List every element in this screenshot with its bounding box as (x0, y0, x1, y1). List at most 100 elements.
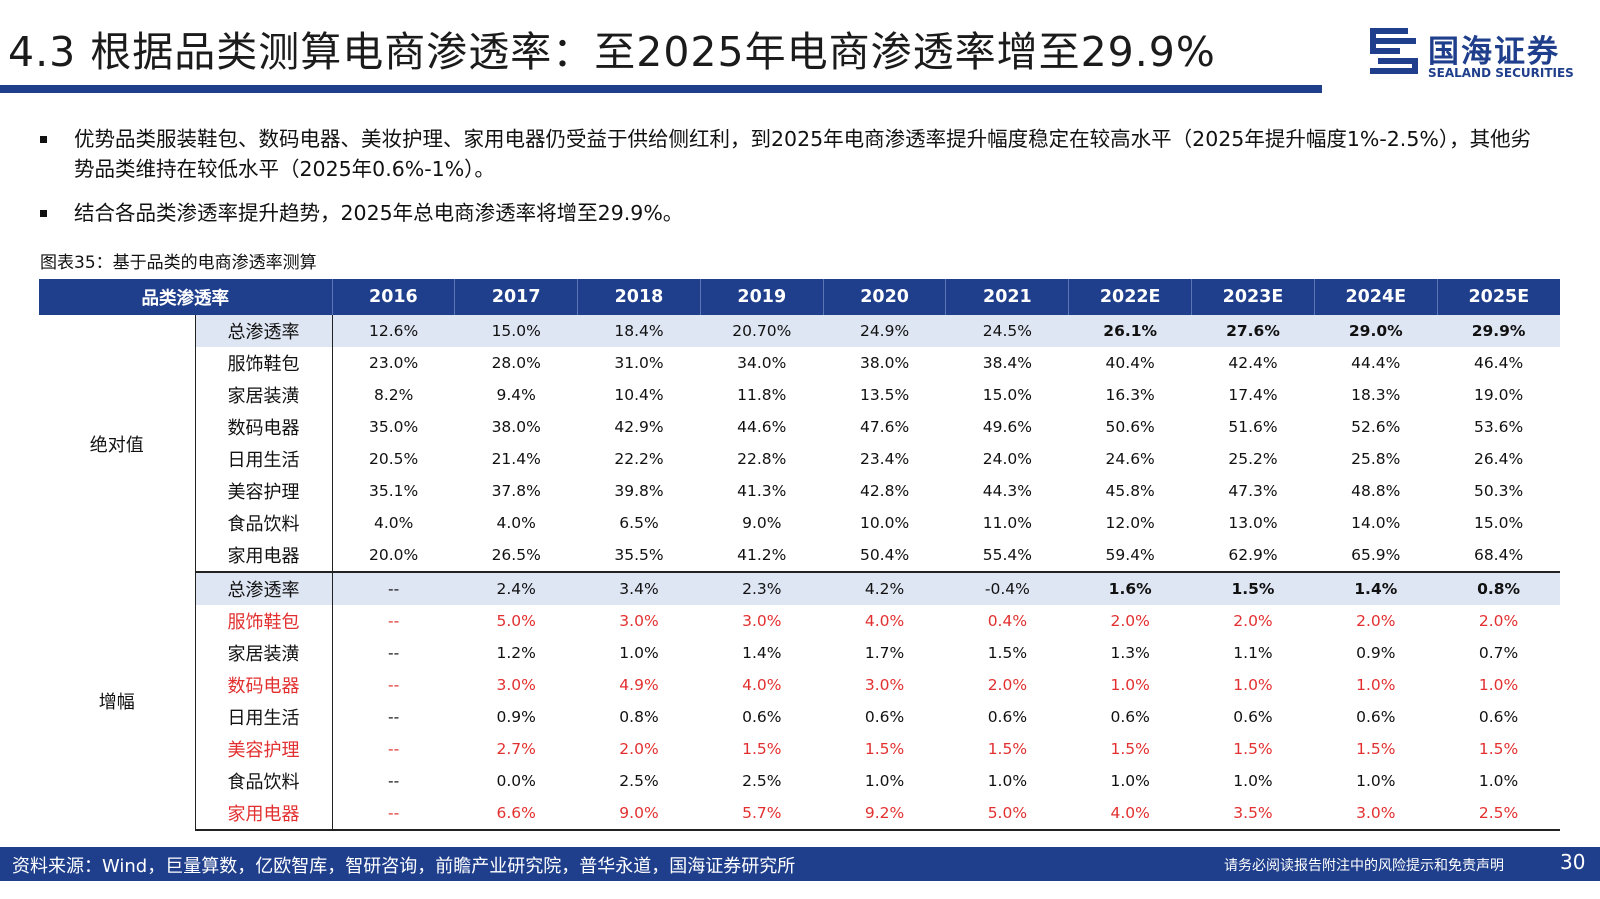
table-cell: 4.0% (742, 676, 782, 694)
table-cell: 47.3% (1228, 482, 1278, 500)
table-cell: 1.5% (1478, 740, 1519, 758)
header-category-label: 品类渗透率 (39, 279, 332, 315)
category-label: 日用生活 (195, 701, 333, 733)
row-group-label: 增幅 (39, 572, 196, 830)
category-label: 美容护理 (195, 733, 333, 765)
table-cell: 0.8% (1437, 572, 1560, 605)
category-label: 家用电器 (195, 539, 333, 573)
table-cell: 31.0% (614, 354, 664, 372)
table-cell: -- (388, 708, 400, 726)
table-cell: 1.5% (1233, 740, 1273, 758)
table-cell: 53.6% (1473, 418, 1524, 436)
figure-caption: 图表35：基于品类的电商渗透率测算 (40, 253, 317, 273)
table-cell: 48.8% (1351, 482, 1401, 500)
table-cell: 18.4% (577, 315, 701, 347)
table-cell: 6.5% (619, 514, 659, 532)
table-cell: 2.7% (496, 740, 536, 758)
bullet-square-icon (40, 210, 47, 217)
table-cell: 0.9% (496, 708, 536, 726)
company-logo: 国海证券 SEALAND SECURITIES (1368, 26, 1588, 86)
table-cell: 4.2% (823, 572, 946, 605)
penetration-table: 品类渗透率 2016 2017 2018 2019 2020 2021 2022E 2023E… (39, 279, 1560, 831)
logo-english-name: SEALAND SECURITIES (1428, 66, 1574, 80)
table-cell: 1.5% (1191, 572, 1315, 605)
table-cell: -- (388, 772, 400, 790)
table-cell: 50.4% (823, 539, 946, 573)
table-cell: 10.4% (614, 386, 664, 404)
table-cell: 2.3% (700, 572, 824, 605)
table-cell: 9.0% (577, 797, 701, 831)
table-cell: 24.5% (945, 315, 1069, 347)
category-label: 服饰鞋包 (195, 347, 333, 379)
table-cell: 12.6% (332, 315, 455, 347)
table-cell: 3.5% (1191, 797, 1315, 831)
table-cell: 51.6% (1228, 418, 1278, 436)
table-cell: 1.5% (1356, 740, 1396, 758)
table-row: 美容护理 35.1% 37.8% 39.8% 41.3% 42.8% 44.3% 45.8% 4… (39, 475, 1560, 507)
table-row: 数码电器 35.0% 38.0% 42.9% 44.6% 47.6% 49.6% 50.6% 5… (39, 411, 1560, 443)
table-cell: 3.0% (742, 612, 782, 630)
table-cell: 24.0% (982, 450, 1032, 468)
table-cell: 26.5% (454, 539, 578, 573)
table-cell: 13.0% (1228, 514, 1278, 532)
table-cell: 1.5% (1110, 740, 1150, 758)
title-divider (0, 85, 1322, 93)
header-year: 2024E (1313, 279, 1438, 315)
category-label: 总渗透率 (195, 315, 333, 347)
table-cell: 16.3% (1105, 386, 1155, 404)
row-group-label: 绝对值 (39, 315, 196, 572)
table-cell: 1.0% (1110, 676, 1150, 694)
table-cell: 4.0% (864, 612, 905, 630)
table-cell: 8.2% (373, 386, 414, 404)
table-cell: 23.0% (369, 354, 419, 372)
table-cell: 1.0% (1356, 676, 1396, 694)
category-label: 食品饮料 (195, 507, 333, 539)
table-cell: 25.2% (1228, 450, 1278, 468)
table-cell: 0.8% (619, 708, 659, 726)
table-cell: 37.8% (491, 482, 541, 500)
table-row: 服饰鞋包 -- 5.0% 3.0% 3.0% 4.0% 0.4% 2.0% 2.0% 2.0% 2.… (39, 605, 1560, 637)
category-label: 服饰鞋包 (195, 605, 333, 637)
table-row: 服饰鞋包 23.0% 28.0% 31.0% 34.0% 38.0% 38.4% 40.4% 4… (39, 347, 1560, 379)
table-cell: 9.0% (742, 514, 782, 532)
category-label: 家居装潢 (195, 637, 333, 669)
table-cell: 0.6% (1110, 708, 1150, 726)
table-cell: 2.0% (1233, 612, 1273, 630)
table-cell: 1.6% (1068, 572, 1192, 605)
table-cell: 29.9% (1437, 315, 1560, 347)
table-cell: 3.4% (577, 572, 701, 605)
table-cell: -0.4% (945, 572, 1069, 605)
sealand-logo-icon (1370, 28, 1418, 74)
table-cell: 59.4% (1068, 539, 1192, 573)
table-cell: -- (388, 740, 400, 758)
category-label: 日用生活 (195, 443, 333, 475)
table-cell: 6.6% (454, 797, 578, 831)
table-cell: 2.4% (454, 572, 578, 605)
table-cell: 1.1% (1233, 644, 1273, 662)
bullet-item: 结合各品类渗透率提升趋势，2025年总电商渗透率将增至29.9%。 (36, 198, 1536, 228)
category-label: 数码电器 (195, 411, 333, 443)
table-cell: 2.5% (1437, 797, 1560, 831)
table-cell: 18.3% (1351, 386, 1401, 404)
table-cell: 26.1% (1068, 315, 1192, 347)
table-cell: 34.0% (737, 354, 787, 372)
table-cell: -- (388, 644, 400, 662)
table-cell: 0.9% (1356, 644, 1396, 662)
header-year: 2021 (945, 279, 1069, 315)
table-cell: 1.5% (987, 740, 1028, 758)
table-cell: 41.3% (737, 482, 787, 500)
table-cell: 50.6% (1105, 418, 1155, 436)
page-title: 4.3 根据品类测算电商渗透率：至2025年电商渗透率增至29.9% (8, 28, 1216, 76)
table-cell: 4.0% (373, 514, 414, 532)
table-cell: 28.0% (491, 354, 541, 372)
table-row: 食品饮料 4.0% 4.0% 6.5% 9.0% 10.0% 11.0% 12.0% 13.0%… (39, 507, 1560, 539)
logo-chinese-name: 国海证券 (1428, 34, 1560, 70)
table-cell: 47.6% (859, 418, 910, 436)
table-cell: 11.8% (737, 386, 787, 404)
table-cell: 1.0% (619, 644, 659, 662)
bullet-square-icon (40, 136, 47, 143)
table-row: 数码电器 -- 3.0% 4.9% 4.0% 3.0% 2.0% 1.0% 1.0% 1.0% 1.… (39, 669, 1560, 701)
table-cell: 12.0% (1105, 514, 1155, 532)
table-cell: -- (332, 797, 455, 831)
table-cell: 35.1% (369, 482, 419, 500)
